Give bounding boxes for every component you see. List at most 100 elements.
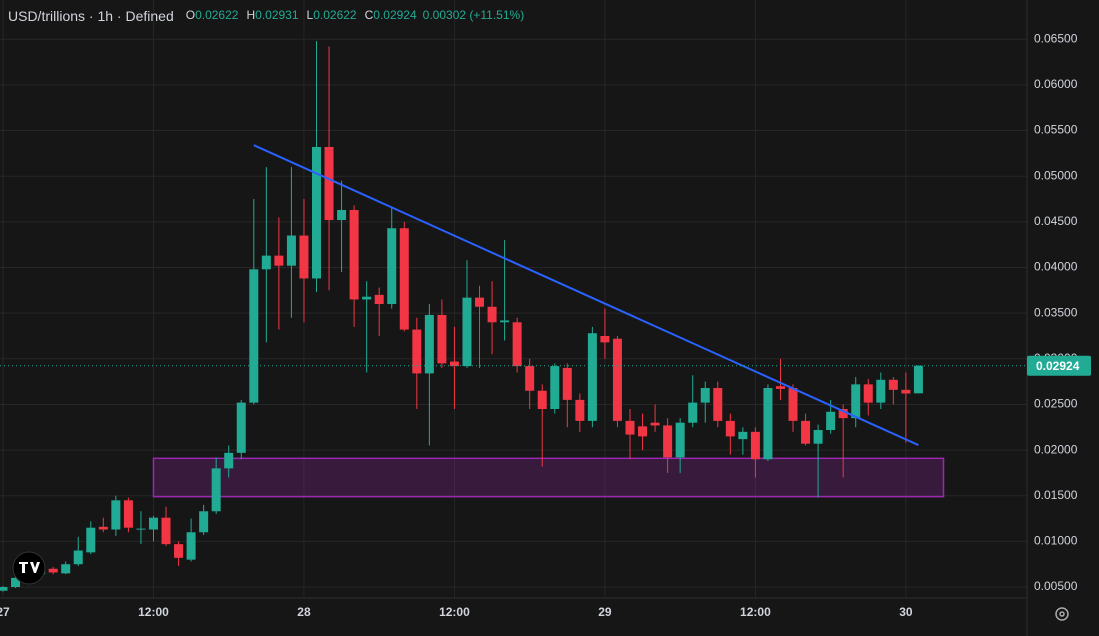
candle-body (261, 255, 271, 270)
candle-body (713, 388, 723, 421)
candle-body (312, 146, 321, 279)
trendline (253, 144, 919, 446)
close-value: 0.02924 (373, 8, 417, 22)
y-tick-label: 0.05500 (1034, 123, 1078, 137)
candle-body (675, 422, 685, 458)
candle-body (788, 388, 798, 421)
y-tick-label: 0.01500 (1034, 488, 1078, 502)
candle-body (0, 587, 8, 591)
logo-bg (12, 551, 46, 585)
open-value: 0.02622 (195, 8, 239, 22)
candle-body (424, 314, 434, 374)
close-label: C (364, 8, 374, 22)
candle-body (349, 209, 359, 300)
candle-body (562, 367, 572, 400)
candle-body (362, 296, 372, 300)
x-tick-label: 30 (899, 605, 913, 619)
title: USD/trillions · 1h · Defined (8, 8, 174, 24)
low-label: L (306, 8, 314, 22)
candle-body (550, 366, 560, 410)
candle-body (612, 338, 622, 421)
y-tick-label: 0.02500 (1034, 397, 1078, 411)
candle-body (111, 500, 121, 530)
candle-body (186, 532, 196, 560)
candle-body (236, 402, 246, 453)
candle-body (838, 409, 848, 419)
candle-body (462, 297, 472, 367)
y-tick-label: 0.01000 (1034, 534, 1078, 548)
candle-body (11, 577, 21, 588)
candle-body (876, 379, 886, 403)
candle-body (851, 384, 861, 419)
low-value: 0.02622 (313, 8, 357, 22)
x-tick-label: 28 (297, 605, 311, 619)
candle-body (412, 329, 422, 374)
candle-body (600, 335, 610, 343)
x-tick-label: 12:00 (138, 605, 169, 619)
candle-body (913, 365, 923, 394)
candle-body (136, 528, 146, 530)
candle-body (775, 386, 785, 389)
candle-body (211, 468, 221, 512)
x-tick-label: 12:00 (439, 605, 470, 619)
candle-body (148, 517, 158, 530)
candle-body (299, 235, 309, 279)
candle-body (224, 452, 234, 469)
change: 0.00302 (+11.51%) (422, 8, 525, 22)
candle-body (98, 526, 108, 530)
candle-body (86, 527, 96, 553)
candle-body (537, 390, 547, 410)
settings-button[interactable] (1055, 607, 1069, 621)
candle-body (249, 269, 259, 403)
candle-body (487, 306, 497, 323)
candle-body (286, 235, 296, 266)
candle-body (73, 550, 83, 565)
candle-body (738, 431, 748, 440)
support-zone (152, 457, 945, 498)
last-price-tag (1027, 355, 1091, 376)
candle-body (324, 146, 334, 221)
y-tick-label: 0.06500 (1034, 31, 1078, 45)
candle-body (888, 379, 898, 390)
candle-body (688, 402, 698, 423)
candle-body (700, 388, 710, 403)
candle-body (826, 411, 836, 431)
logo (12, 551, 46, 585)
y-tick-label: 0.04000 (1034, 260, 1078, 274)
x-tick-label: 27 (0, 605, 10, 619)
candle-body (750, 431, 760, 460)
candle-body (475, 297, 485, 307)
candle-body (174, 544, 184, 558)
logo-mark (19, 562, 40, 573)
open-label: O (185, 8, 196, 22)
y-tick-label: 0.03500 (1034, 305, 1078, 319)
x-tick-label: 12:00 (740, 605, 771, 619)
candle-body (638, 426, 648, 437)
candle-body (337, 209, 347, 221)
candle-body (663, 425, 673, 458)
candle-body (801, 420, 811, 444)
high-value: 0.02931 (255, 8, 299, 22)
candle-body (374, 294, 384, 305)
candle-body (650, 422, 660, 426)
last-price-label: 0.02924 (1036, 359, 1080, 373)
candle-body (512, 322, 522, 367)
candle-body (274, 255, 284, 266)
candle-body (387, 228, 397, 305)
y-tick-label: 0.05000 (1034, 168, 1078, 182)
settings-icon (1059, 611, 1065, 617)
candle-body (525, 366, 535, 391)
candle-body (123, 500, 133, 528)
x-tick-label: 29 (598, 605, 612, 619)
settings-icon (1055, 607, 1069, 621)
candle-body (587, 333, 597, 421)
candle-body (500, 320, 510, 323)
candle-body (725, 420, 735, 437)
candle-body (437, 314, 447, 364)
y-tick-label: 0.02000 (1034, 442, 1078, 456)
candle-body (575, 399, 585, 421)
